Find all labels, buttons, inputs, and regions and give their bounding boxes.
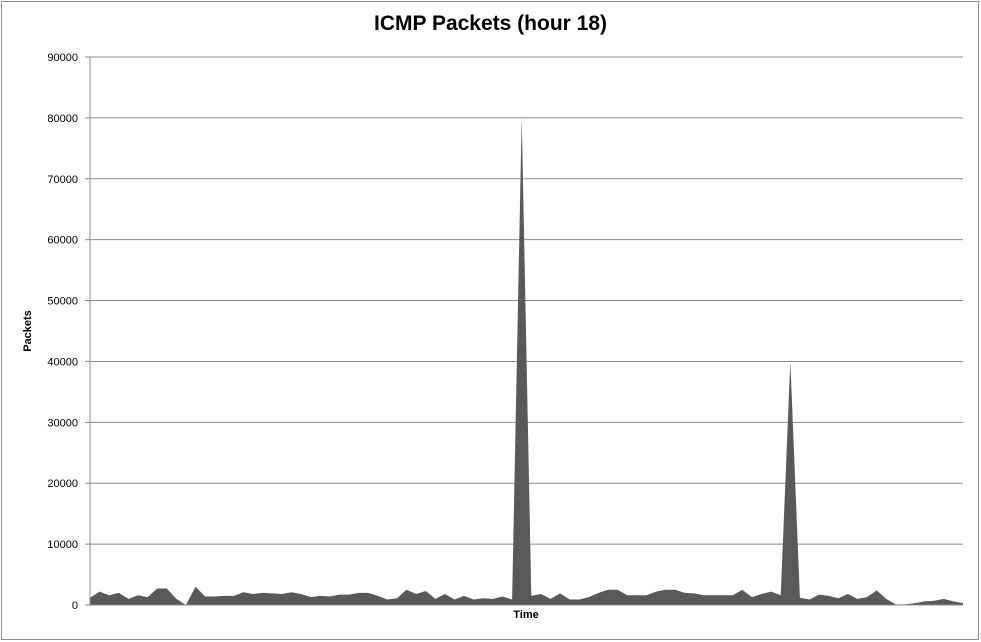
x-axis-label: Time bbox=[513, 609, 539, 621]
y-tick-label: 20000 bbox=[47, 478, 78, 490]
y-tick-label: 40000 bbox=[47, 356, 78, 368]
area-series-0 bbox=[90, 117, 963, 605]
chart-title: ICMP Packets (hour 18) bbox=[373, 12, 608, 35]
y-tick-label: 0 bbox=[72, 600, 78, 612]
y-tick-label: 30000 bbox=[47, 417, 78, 429]
y-tick-label: 90000 bbox=[47, 52, 78, 64]
y-tick-label: 50000 bbox=[47, 296, 78, 308]
y-tick-label: 80000 bbox=[47, 113, 78, 125]
y-tick-label: 70000 bbox=[47, 174, 78, 186]
y-tick-label: 60000 bbox=[47, 235, 78, 247]
y-tick-label: 10000 bbox=[47, 539, 78, 551]
